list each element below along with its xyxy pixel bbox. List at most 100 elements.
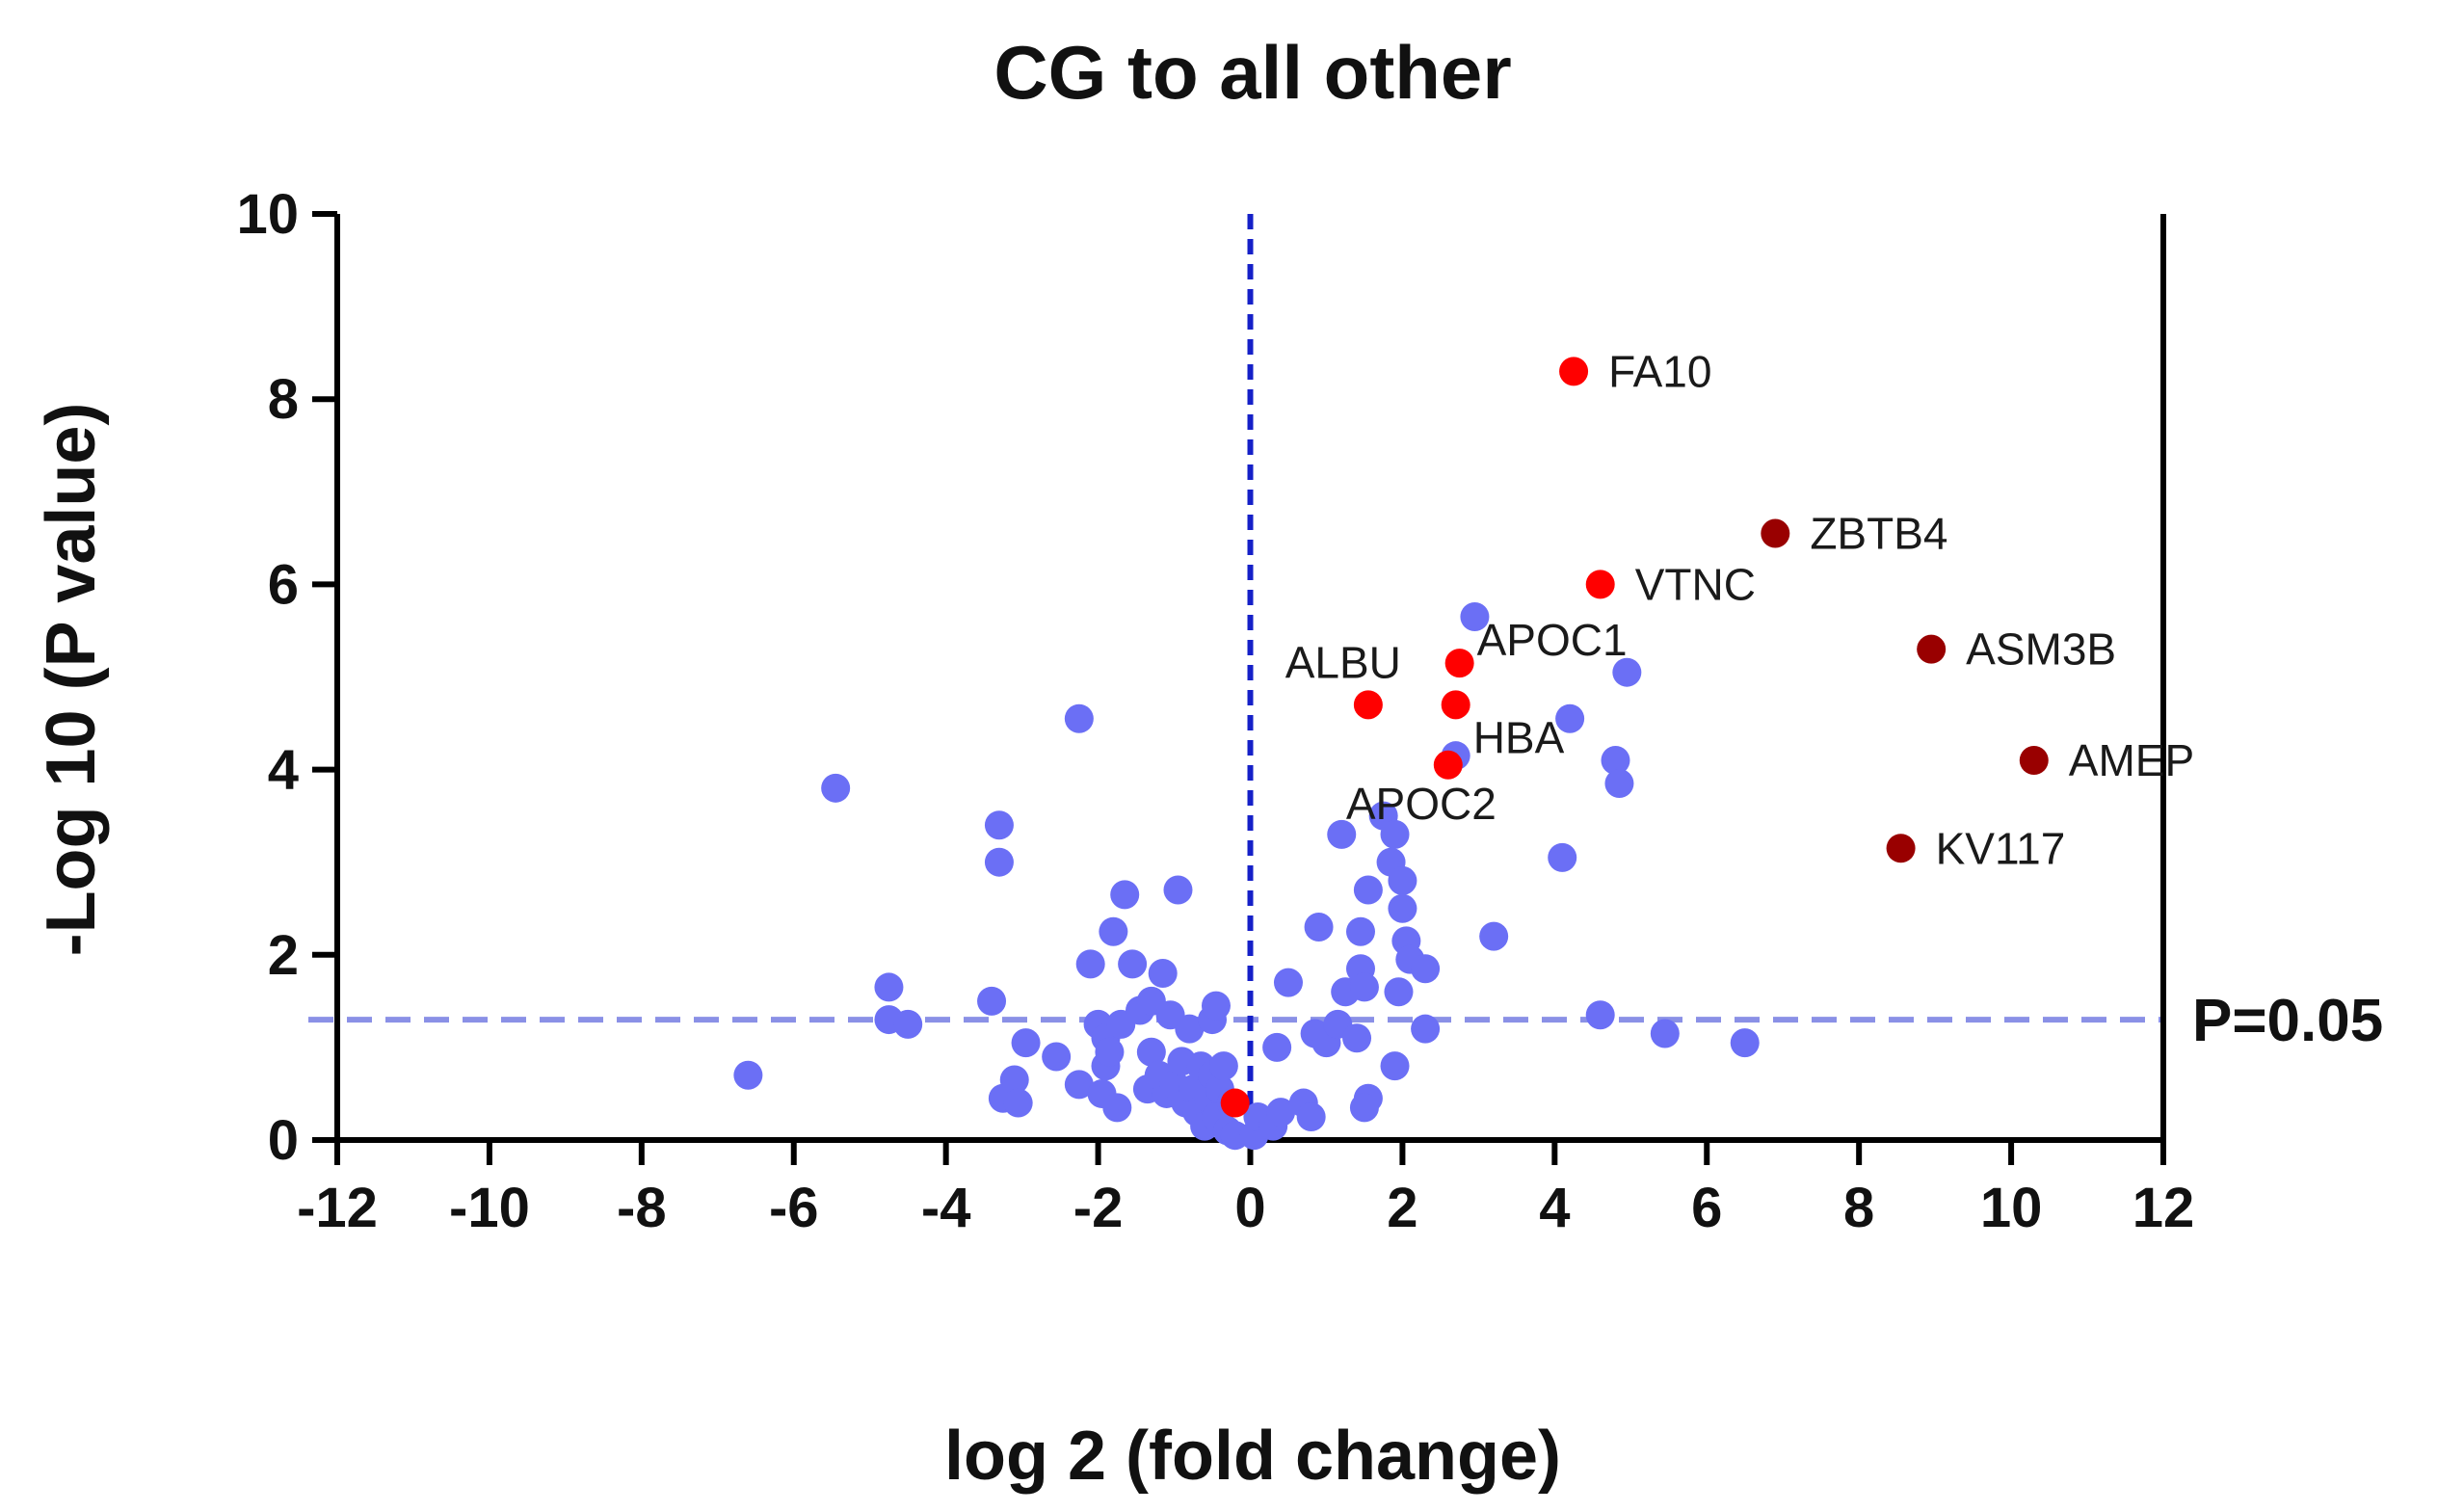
data-point-not-significant	[1380, 1051, 1410, 1081]
point-label-asm3b: ASM3B	[1966, 624, 2116, 675]
data-point-not-significant	[893, 1009, 923, 1039]
data-point-not-significant	[1064, 703, 1094, 733]
point-label-albu: ALBU	[1285, 637, 1401, 687]
data-point-not-significant	[1201, 991, 1231, 1021]
threshold-label: P=0.05	[2192, 988, 2383, 1054]
data-points	[733, 357, 2049, 1151]
data-point-not-significant	[1555, 703, 1585, 733]
data-point-not-significant	[1136, 1037, 1166, 1067]
data-point-not-significant	[1110, 880, 1140, 910]
data-point-not-significant	[977, 986, 1007, 1016]
x-tick-label: -10	[449, 1177, 530, 1239]
data-point-significant	[1441, 690, 1470, 720]
data-point-not-significant	[1273, 968, 1303, 997]
point-label-kv117: KV117	[1936, 823, 2066, 873]
y-tick-label: 2	[268, 924, 299, 987]
data-point-not-significant	[1075, 949, 1105, 979]
data-point-not-significant	[1604, 769, 1634, 799]
data-point-highly-significant	[1917, 634, 1947, 664]
chart-title: CG to all other	[993, 30, 1511, 115]
data-point-not-significant	[1266, 1098, 1296, 1127]
data-point-not-significant	[1460, 602, 1490, 632]
data-point-not-significant	[1102, 1093, 1132, 1123]
data-point-not-significant	[1411, 954, 1441, 984]
data-point-not-significant	[1349, 972, 1379, 1002]
x-tick-label: -12	[297, 1177, 378, 1239]
data-point-not-significant	[1353, 875, 1383, 905]
y-tick-label: 0	[268, 1109, 299, 1172]
data-point-not-significant	[1380, 819, 1410, 849]
x-tick-label: 0	[1234, 1177, 1265, 1239]
data-point-significant	[1444, 649, 1474, 678]
data-point-not-significant	[1411, 1014, 1441, 1044]
y-tick-label: 10	[236, 183, 299, 246]
data-point-not-significant	[1327, 819, 1357, 849]
data-point-significant	[1220, 1088, 1250, 1118]
point-label-vtnc: VTNC	[1635, 559, 1756, 609]
data-point-not-significant	[1342, 1023, 1372, 1053]
data-point-not-significant	[1262, 1032, 1292, 1062]
y-tick-label: 6	[268, 553, 299, 616]
data-point-not-significant	[1601, 745, 1630, 775]
data-point-not-significant	[733, 1060, 763, 1090]
point-label-apoc2: APOC2	[1346, 779, 1497, 829]
data-point-not-significant	[1548, 842, 1577, 872]
data-point-not-significant	[1479, 921, 1509, 951]
x-tick-label: -2	[1073, 1177, 1124, 1239]
point-label-zbtb4: ZBTB4	[1810, 509, 1947, 559]
data-point-not-significant	[999, 1065, 1029, 1095]
data-point-not-significant	[1612, 657, 1642, 687]
data-point-not-significant	[1304, 912, 1334, 942]
data-point-not-significant	[1042, 1042, 1072, 1072]
x-axis-label: log 2 (fold change)	[944, 1418, 1561, 1495]
data-point-not-significant	[1345, 916, 1375, 946]
data-point-not-significant	[1003, 1088, 1033, 1118]
x-tick-label: 4	[1539, 1177, 1570, 1239]
point-label-apoc1: APOC1	[1477, 615, 1628, 665]
data-point-not-significant	[821, 773, 851, 803]
axes: 0 2 4 6 8 10 -12 -10 -8 -6 -4 -2 0 2 4 6 8 10 12	[236, 183, 2194, 1239]
data-point-not-significant	[1208, 1051, 1238, 1081]
data-point-highly-significant	[2019, 745, 2049, 775]
data-point-not-significant	[1175, 1014, 1205, 1044]
data-point-significant	[1433, 750, 1463, 780]
data-point-not-significant	[1099, 916, 1128, 946]
data-point-not-significant	[1585, 1000, 1615, 1030]
data-point-not-significant	[1296, 1101, 1326, 1131]
x-tick-label: 8	[1843, 1177, 1874, 1239]
data-point-not-significant	[1011, 1028, 1041, 1058]
data-point-highly-significant	[1886, 834, 1916, 863]
x-tick-label: -8	[617, 1177, 667, 1239]
data-point-not-significant	[984, 847, 1014, 877]
x-tick-label: 12	[2132, 1177, 2195, 1239]
data-point-not-significant	[1118, 949, 1148, 979]
data-point-not-significant	[1384, 977, 1414, 1007]
data-point-significant	[1353, 690, 1383, 720]
reference-lines: P=0.05	[308, 214, 2383, 1140]
y-axis-label: -Log 10 (P value)	[33, 403, 110, 957]
data-point-not-significant	[1388, 893, 1417, 923]
data-point-not-significant	[874, 972, 904, 1002]
data-point-not-significant	[1064, 1070, 1094, 1100]
x-tick-label: 10	[1980, 1177, 2043, 1239]
data-point-not-significant	[1163, 875, 1193, 905]
x-tick-label: 2	[1387, 1177, 1417, 1239]
y-tick-label: 4	[268, 739, 299, 802]
x-tick-label: -4	[921, 1177, 971, 1239]
data-point-significant	[1559, 357, 1589, 386]
point-label-amep: AMEP	[2069, 735, 2194, 785]
data-point-highly-significant	[1761, 518, 1790, 548]
data-point-not-significant	[1388, 865, 1417, 895]
data-point-not-significant	[1095, 1037, 1125, 1067]
x-tick-label: -6	[769, 1177, 819, 1239]
data-point-significant	[1585, 570, 1615, 599]
point-label-hba: HBA	[1473, 712, 1565, 762]
data-point-not-significant	[1650, 1019, 1680, 1048]
y-tick-label: 8	[268, 368, 299, 431]
data-point-not-significant	[1349, 1093, 1379, 1123]
data-point-not-significant	[1148, 959, 1178, 989]
point-label-fa10: FA10	[1608, 346, 1711, 396]
data-point-not-significant	[984, 810, 1014, 840]
